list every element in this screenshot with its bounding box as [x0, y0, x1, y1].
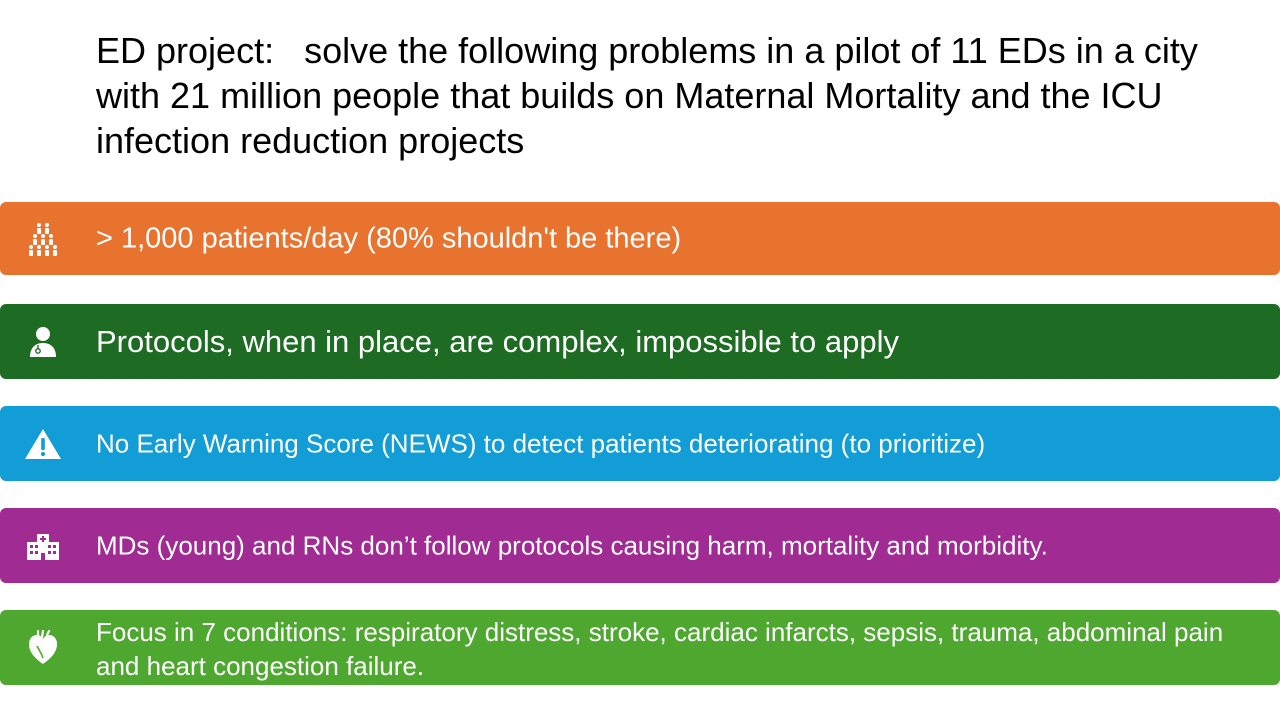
- slide-title: ED project: solve the following problems…: [96, 30, 1208, 161]
- band-text: Focus in 7 conditions: respiratory distr…: [96, 617, 1224, 681]
- warning-icon: [24, 425, 62, 463]
- hospital-icon: [24, 527, 62, 565]
- band-text: > 1,000 patients/day (80% shouldn't be t…: [96, 222, 682, 254]
- band-text: Protocols, when in place, are complex, i…: [96, 323, 899, 359]
- problem-band-warning-score: No Early Warning Score (NEWS) to detect …: [0, 406, 1280, 481]
- problem-band-compliance: MDs (young) and RNs don’t follow protoco…: [0, 508, 1280, 583]
- problem-band-conditions: Focus in 7 conditions: respiratory distr…: [0, 610, 1280, 685]
- doctor-icon: [24, 323, 62, 361]
- crowd-icon: [24, 220, 62, 258]
- problem-band-patients: > 1,000 patients/day (80% shouldn't be t…: [0, 202, 1280, 275]
- band-text: MDs (young) and RNs don’t follow protoco…: [96, 530, 1048, 560]
- problem-band-protocols: Protocols, when in place, are complex, i…: [0, 304, 1280, 379]
- heart-icon: [24, 629, 62, 667]
- band-text: No Early Warning Score (NEWS) to detect …: [96, 428, 986, 458]
